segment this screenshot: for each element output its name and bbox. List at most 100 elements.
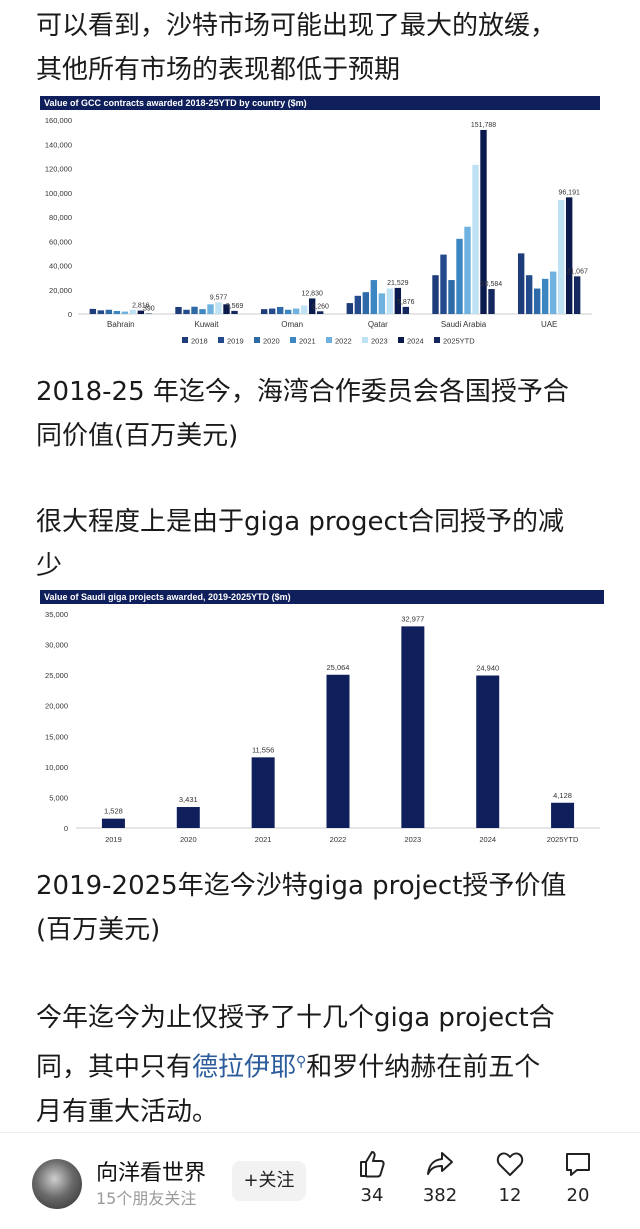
text-line: 月有重大活动。 — [36, 1097, 218, 1127]
text-line: 可以看到，沙特市场可能出现了最大的放缓， — [36, 11, 556, 41]
y-tick-label: 100,000 — [45, 189, 72, 198]
bar — [317, 311, 323, 314]
legend-swatch — [326, 337, 332, 343]
bar — [464, 227, 470, 314]
y-tick-label: 160,000 — [45, 116, 72, 125]
bar — [347, 303, 353, 314]
search-icon[interactable]: ⚲ — [296, 1054, 306, 1070]
bar — [252, 757, 275, 828]
text-line: 2018-25 年迄今，海湾合作委员会各国授予合 — [36, 377, 569, 407]
bar — [122, 312, 128, 314]
bar — [574, 276, 580, 314]
x-tick-label: 2022 — [330, 835, 347, 844]
data-label: 11,556 — [252, 745, 274, 754]
x-tick-label: Bahrain — [107, 320, 135, 329]
data-label: 5,876 — [397, 299, 415, 306]
bar — [387, 289, 393, 314]
bar — [114, 311, 120, 314]
legend-label: 2024 — [407, 337, 424, 346]
legend-label: 2020 — [263, 337, 280, 346]
text-line: 2019-2025年迄今沙特giga project授予价值 — [36, 871, 566, 901]
favorite-count: 12 — [480, 1185, 540, 1206]
legend-swatch — [254, 337, 260, 343]
share-icon — [425, 1149, 455, 1179]
bar — [98, 310, 104, 314]
y-tick-label: 35,000 — [45, 610, 68, 619]
x-tick-label: UAE — [541, 320, 557, 329]
comment-icon — [563, 1149, 593, 1179]
bar — [261, 309, 267, 314]
diriyah-link[interactable]: 德拉伊耶 — [192, 1053, 296, 1083]
data-label: 390 — [143, 306, 155, 313]
bar — [379, 293, 385, 314]
data-label: 20,584 — [481, 281, 503, 288]
bar — [355, 296, 361, 314]
data-label: 2,260 — [311, 303, 329, 310]
comment-button[interactable]: 20 — [548, 1149, 608, 1206]
x-tick-label: 2019 — [105, 835, 122, 844]
chart-title: Value of Saudi giga projects awarded, 20… — [40, 590, 604, 604]
bar — [106, 310, 112, 314]
text-line: 很大程度上是由于giga progect合同授予的减 — [36, 507, 564, 537]
legend-swatch — [182, 337, 188, 343]
bar — [566, 197, 572, 314]
data-label: 32,977 — [401, 614, 424, 623]
bar — [285, 310, 291, 314]
comment-count: 20 — [548, 1185, 608, 1206]
legend-label: 2018 — [191, 337, 208, 346]
data-label: 96,191 — [558, 189, 580, 196]
bar — [518, 253, 524, 314]
data-label: 9,577 — [210, 294, 228, 301]
giga-chart-svg: 05,00010,00015,00020,00025,00030,00035,0… — [36, 590, 606, 848]
text-line: 其他所有市场的表现都低于预期 — [36, 55, 400, 85]
bar — [542, 279, 548, 314]
bar — [401, 626, 424, 828]
text-line: 少 — [36, 551, 62, 581]
author-name[interactable]: 向洋看世界 — [96, 1155, 206, 1187]
bar — [472, 165, 478, 314]
like-button[interactable]: 34 — [342, 1149, 402, 1206]
share-button[interactable]: 382 — [410, 1149, 470, 1206]
bar — [440, 255, 446, 314]
data-label: 24,940 — [476, 664, 499, 673]
legend-label: 2023 — [371, 337, 388, 346]
legend-swatch — [362, 337, 368, 343]
data-label: 3,431 — [179, 795, 198, 804]
paragraph-caption-1: 2018-25 年迄今，海湾合作委员会各国授予合 同价值(百万美元) — [36, 370, 616, 458]
data-label: 4,128 — [553, 791, 572, 800]
bar — [215, 302, 221, 314]
data-label: 2,569 — [226, 303, 244, 310]
bar — [199, 309, 205, 314]
gcc-chart-svg: 020,00040,00060,00080,000100,000120,0001… — [36, 96, 602, 356]
x-tick-label: 2025YTD — [547, 835, 579, 844]
author-avatar[interactable] — [32, 1159, 82, 1209]
y-tick-label: 60,000 — [49, 237, 72, 246]
text-line: 今年迄今为止仅授予了十几个giga project合 — [36, 1003, 555, 1033]
bar — [551, 803, 574, 828]
data-label: 151,788 — [471, 122, 496, 129]
bar — [534, 289, 540, 314]
x-tick-label: 2023 — [405, 835, 422, 844]
bar — [403, 307, 409, 314]
saudi-giga-chart: Value of Saudi giga projects awarded, 20… — [36, 590, 606, 848]
follow-button[interactable]: +关注 — [232, 1161, 306, 1201]
favorite-button[interactable]: 12 — [480, 1149, 540, 1206]
y-tick-label: 140,000 — [45, 140, 72, 149]
share-count: 382 — [410, 1185, 470, 1206]
data-label: 12,830 — [301, 290, 323, 297]
x-tick-label: 2020 — [180, 835, 197, 844]
bar — [90, 309, 96, 314]
bar — [231, 311, 237, 314]
heart-icon — [495, 1149, 525, 1179]
bar — [363, 292, 369, 314]
bar — [476, 676, 499, 828]
legend-label: 2019 — [227, 337, 244, 346]
y-tick-label: 120,000 — [45, 165, 72, 174]
thumbs-up-icon — [357, 1149, 387, 1179]
friends-following: 15个朋友关注 — [96, 1185, 196, 1209]
action-bar: 向洋看世界 15个朋友关注 +关注 34 382 12 20 — [0, 1132, 640, 1229]
y-tick-label: 15,000 — [45, 732, 68, 741]
gcc-contracts-chart: Value of GCC contracts awarded 2018-25YT… — [36, 96, 602, 356]
bar — [456, 239, 462, 314]
bar — [448, 280, 454, 314]
